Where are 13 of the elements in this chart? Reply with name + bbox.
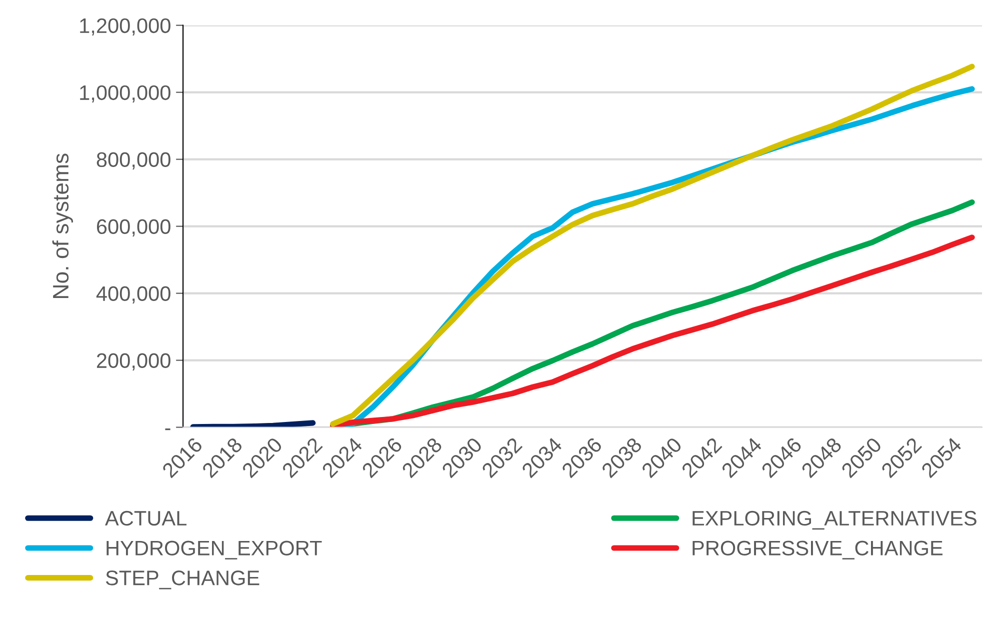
legend-label: EXPLORING_ALTERNATIVES: [692, 510, 976, 530]
y-tick-label: 600,000: [96, 219, 170, 237]
y-tick-label: 1,200,000: [80, 18, 170, 36]
y-tick-label: 200,000: [96, 353, 170, 370]
legend-label: ACTUAL: [105, 510, 186, 526]
y-tick-label: 800,000: [96, 152, 170, 170]
y-tick-label: 400,000: [96, 286, 170, 304]
legend-label: STEP_CHANGE: [106, 570, 260, 590]
legend-label: PROGRESSIVE_CHANGE: [692, 540, 942, 560]
y-tick-label: 1,000,000: [80, 85, 170, 103]
y-axis-title: No. of systems: [52, 154, 73, 298]
y-tick-label: -: [165, 428, 170, 430]
legend-label: HYDROGEN_EXPORT: [106, 540, 322, 560]
